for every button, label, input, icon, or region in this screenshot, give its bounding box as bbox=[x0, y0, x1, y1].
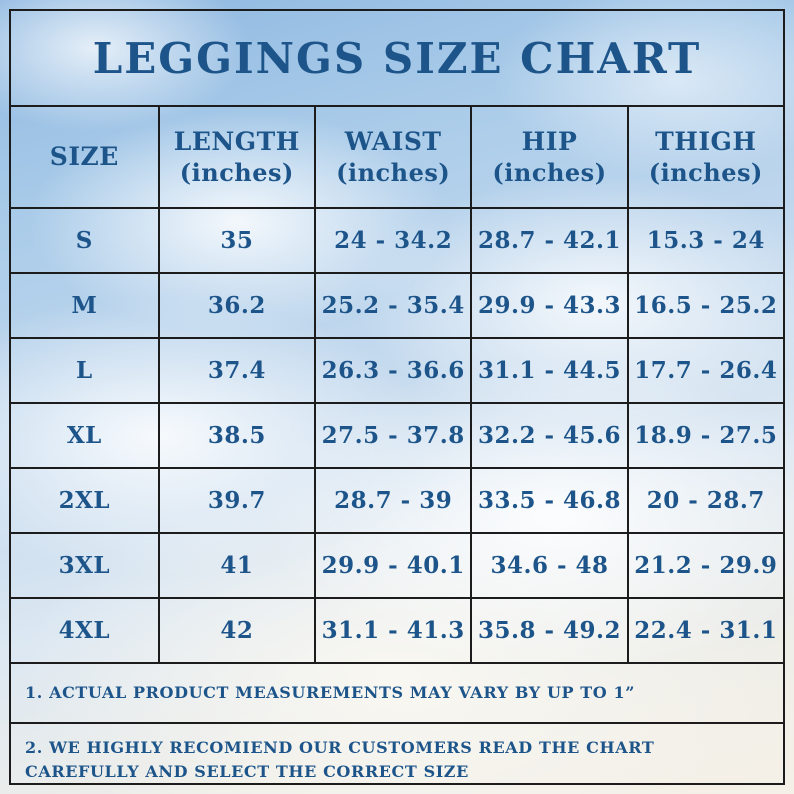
size-cell: M bbox=[71, 292, 98, 319]
table-cell: 41 bbox=[157, 534, 314, 597]
table-row: 4XL 42 31.1 - 41.3 35.8 - 49.2 22.4 - 31… bbox=[11, 597, 783, 662]
column-unit: (inches) bbox=[179, 157, 294, 187]
table-cell: 24 - 34.2 bbox=[314, 209, 470, 272]
size-cell: L bbox=[76, 357, 93, 384]
table-cell: 26.3 - 36.6 bbox=[314, 339, 470, 402]
table-row: S 35 24 - 34.2 28.7 - 42.1 15.3 - 24 bbox=[11, 207, 783, 272]
size-chart-frame: LEGGINGS SIZE CHART SIZE LENGTH (inches)… bbox=[9, 9, 785, 785]
size-cell: 2XL bbox=[58, 487, 111, 514]
column-label: THIGH bbox=[655, 127, 757, 157]
table-cell: 21.2 - 29.9 bbox=[626, 534, 783, 597]
column-header-length: LENGTH (inches) bbox=[157, 107, 314, 207]
table-row: 2XL 39.7 28.7 - 39 33.5 - 46.8 20 - 28.7 bbox=[11, 467, 783, 532]
column-label: HIP bbox=[521, 127, 578, 157]
table-row: XL 38.5 27.5 - 37.8 32.2 - 45.6 18.9 - 2… bbox=[11, 402, 783, 467]
table-cell: 38.5 bbox=[157, 404, 314, 467]
table-cell: 31.1 - 41.3 bbox=[314, 599, 470, 662]
table-cell: 35.8 - 49.2 bbox=[470, 599, 626, 662]
table-cell: 34.6 - 48 bbox=[470, 534, 626, 597]
table-cell: 29.9 - 40.1 bbox=[314, 534, 470, 597]
size-cell: 3XL bbox=[58, 552, 111, 579]
column-unit: (inches) bbox=[648, 157, 763, 187]
column-label: SIZE bbox=[49, 142, 119, 172]
table-header-row: SIZE LENGTH (inches) WAIST (inches) HIP … bbox=[11, 105, 783, 207]
table-cell: 17.7 - 26.4 bbox=[626, 339, 783, 402]
column-unit: (inches) bbox=[336, 157, 451, 187]
table-cell: 36.2 bbox=[157, 274, 314, 337]
column-header-hip: HIP (inches) bbox=[470, 107, 626, 207]
table-cell: 28.7 - 42.1 bbox=[470, 209, 626, 272]
page-title: LEGGINGS SIZE CHART bbox=[92, 33, 702, 83]
table-cell: 22.4 - 31.1 bbox=[626, 599, 783, 662]
table-cell: 27.5 - 37.8 bbox=[314, 404, 470, 467]
column-header-waist: WAIST (inches) bbox=[314, 107, 470, 207]
table-cell: 29.9 - 43.3 bbox=[470, 274, 626, 337]
table-cell: 20 - 28.7 bbox=[626, 469, 783, 532]
column-unit: (inches) bbox=[492, 157, 607, 187]
table-row: L 37.4 26.3 - 36.6 31.1 - 44.5 17.7 - 26… bbox=[11, 337, 783, 402]
table-cell: 15.3 - 24 bbox=[626, 209, 783, 272]
table-cell: 25.2 - 35.4 bbox=[314, 274, 470, 337]
column-header-size: SIZE bbox=[11, 107, 158, 207]
footnote-2: 2. WE HIGHLY RECOMIEND OUR CUSTOMERS REA… bbox=[11, 722, 783, 790]
table-cell: 33.5 - 46.8 bbox=[470, 469, 626, 532]
size-cell: S bbox=[75, 227, 93, 254]
size-cell: XL bbox=[66, 422, 102, 449]
footnote-1: 1. ACTUAL PRODUCT MEASUREMENTS MAY VARY … bbox=[11, 662, 783, 722]
table-cell: 37.4 bbox=[157, 339, 314, 402]
table-cell: 18.9 - 27.5 bbox=[626, 404, 783, 467]
table-cell: 16.5 - 25.2 bbox=[626, 274, 783, 337]
column-header-thigh: THIGH (inches) bbox=[626, 107, 783, 207]
table-cell: 39.7 bbox=[157, 469, 314, 532]
column-label: WAIST bbox=[344, 127, 442, 157]
table-row: 3XL 41 29.9 - 40.1 34.6 - 48 21.2 - 29.9 bbox=[11, 532, 783, 597]
table-cell: 35 bbox=[157, 209, 314, 272]
table-cell: 31.1 - 44.5 bbox=[470, 339, 626, 402]
size-cell: 4XL bbox=[58, 617, 111, 644]
table-cell: 42 bbox=[157, 599, 314, 662]
column-label: LENGTH bbox=[173, 127, 300, 157]
table-cell: 32.2 - 45.6 bbox=[470, 404, 626, 467]
table-cell: 28.7 - 39 bbox=[314, 469, 470, 532]
table-row: M 36.2 25.2 - 35.4 29.9 - 43.3 16.5 - 25… bbox=[11, 272, 783, 337]
